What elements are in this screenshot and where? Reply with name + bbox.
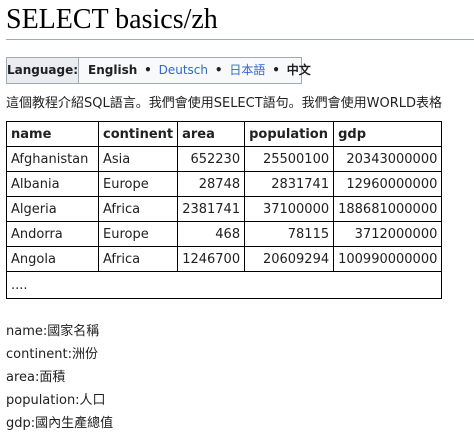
table-row: Algeria Africa 2381741 37100000 18868100…: [6, 196, 443, 222]
column-legend: name:國家名稱 continent:洲份 area:面積 populatio…: [6, 320, 113, 435]
cell-continent: Europe: [97, 221, 179, 247]
intro-text: 這個教程介紹SQL語言。我們會使用SELECT語句。我們會使用WORLD表格: [6, 96, 443, 111]
language-separator: •: [272, 63, 280, 77]
cell-area: 1246700: [177, 246, 246, 272]
cell-gdp: 3712000000: [333, 221, 443, 247]
table-row: Angola Africa 1246700 20609294 100990000…: [6, 246, 443, 272]
cell-continent: Africa: [97, 196, 179, 222]
language-label: Language:: [7, 58, 80, 83]
cell-continent: Europe: [97, 171, 179, 197]
cell-gdp: 100990000000: [333, 246, 443, 272]
language-links: English • Deutsch • 日本語 • 中文: [79, 58, 311, 83]
cell-name: Afghanistan: [6, 146, 99, 172]
cell-name: Andorra: [6, 221, 99, 247]
legend-item-continent: continent:洲份: [6, 347, 99, 362]
cell-area: 652230: [177, 146, 246, 172]
language-current-english: English: [88, 63, 138, 77]
cell-area: 28748: [177, 171, 246, 197]
cell-population: 20609294: [244, 246, 335, 272]
language-current-chinese: 中文: [286, 63, 311, 77]
cell-population: 2831741: [244, 171, 335, 197]
column-header-continent: continent: [97, 121, 179, 147]
cell-population: 25500100: [244, 146, 335, 172]
language-link-deutsch[interactable]: Deutsch: [158, 63, 209, 77]
cell-population: 78115: [244, 221, 335, 247]
legend-item-name: name:國家名稱: [6, 324, 100, 339]
column-header-name: name: [6, 121, 99, 147]
legend-item-gdp: gdp:國內生產總值: [6, 416, 114, 431]
language-separator: •: [144, 63, 152, 77]
cell-gdp: 12960000000: [333, 171, 443, 197]
table-header-row: name continent area population gdp: [6, 121, 443, 147]
page-title: SELECT basics/zh: [6, 4, 218, 35]
cell-population: 37100000: [244, 196, 335, 222]
table-row: Albania Europe 28748 2831741 12960000000: [6, 171, 443, 197]
language-bar: Language: English • Deutsch • 日本語 • 中文: [6, 57, 311, 84]
cell-continent: Africa: [97, 246, 179, 272]
cell-gdp: 188681000000: [333, 196, 443, 222]
column-header-area: area: [177, 121, 246, 147]
table-ellipsis-row: ....: [5, 271, 443, 299]
cell-area: 2381741: [177, 196, 246, 222]
table-row: Afghanistan Asia 652230 25500100 2034300…: [6, 146, 443, 172]
column-header-gdp: gdp: [333, 121, 443, 147]
legend-item-population: population:人口: [6, 393, 106, 408]
language-separator: •: [214, 63, 223, 77]
legend-item-area: area:面積: [6, 370, 66, 385]
language-link-japanese[interactable]: 日本語: [229, 63, 266, 77]
table-row: Andorra Europe 468 78115 3712000000: [6, 221, 443, 247]
world-table: name continent area population gdp Afgha…: [5, 121, 443, 299]
table-ellipsis: ....: [5, 271, 443, 299]
cell-name: Algeria: [6, 196, 99, 222]
cell-area: 468: [177, 221, 246, 247]
title-divider: [6, 39, 474, 40]
column-header-population: population: [244, 121, 335, 147]
cell-name: Albania: [6, 171, 99, 197]
cell-gdp: 20343000000: [333, 146, 443, 172]
cell-continent: Asia: [97, 146, 179, 172]
cell-name: Angola: [6, 246, 99, 272]
